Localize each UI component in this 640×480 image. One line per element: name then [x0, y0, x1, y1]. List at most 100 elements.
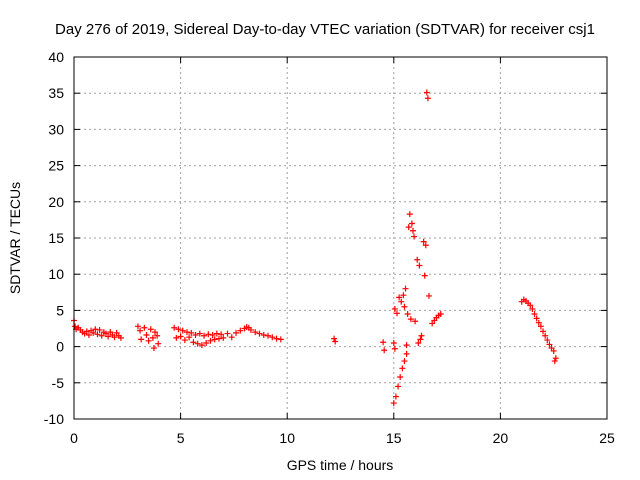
data-point	[134, 323, 141, 330]
data-point	[273, 335, 280, 342]
y-tick-label: 30	[48, 121, 64, 137]
data-point	[401, 358, 408, 365]
data-point	[233, 329, 240, 336]
data-point	[150, 345, 157, 352]
data-point	[90, 329, 97, 336]
x-tick-label: 10	[279, 430, 295, 446]
data-point	[211, 336, 218, 343]
x-tick-label: 15	[386, 430, 402, 446]
data-point	[425, 292, 432, 299]
data-point	[544, 337, 551, 344]
data-point	[94, 331, 101, 338]
data-point	[96, 326, 103, 333]
y-tick-labels: -10 -5 0 5 10 15 20 25 30 35 40	[44, 49, 64, 427]
data-point	[181, 337, 188, 344]
data-point	[83, 328, 90, 335]
data-point	[409, 227, 416, 234]
data-point	[421, 272, 428, 279]
data-point	[171, 324, 178, 331]
data-point	[412, 318, 419, 325]
data-point	[411, 233, 418, 240]
data-point	[395, 383, 402, 390]
data-point	[143, 332, 150, 339]
data-point	[405, 224, 412, 231]
data-point	[196, 330, 203, 337]
y-axis-label: SDTVAR / TECUs	[7, 182, 23, 294]
data-point	[186, 334, 193, 341]
data-point	[396, 294, 403, 301]
data-point	[175, 326, 182, 333]
y-tick-label: 15	[48, 230, 64, 246]
data-point	[408, 220, 415, 227]
data-point	[397, 374, 404, 381]
data-point	[256, 330, 263, 337]
data-point	[546, 341, 553, 348]
data-point	[141, 324, 148, 331]
data-point	[332, 338, 339, 345]
x-tick-labels: 0 5 10 15 20 25	[70, 430, 615, 446]
data-point	[205, 331, 212, 338]
data-point	[252, 329, 259, 336]
data-point	[529, 305, 536, 312]
data-point	[380, 339, 387, 346]
data-point	[527, 302, 534, 309]
data-point	[154, 332, 161, 339]
data-point	[415, 339, 422, 346]
data-point	[220, 334, 227, 341]
data-point	[179, 327, 186, 334]
data-point	[403, 342, 410, 349]
data-point	[265, 332, 272, 339]
data-point	[198, 342, 205, 349]
data-point	[138, 336, 145, 343]
data-point	[437, 311, 444, 318]
data-point	[404, 311, 411, 318]
data-point	[398, 298, 405, 305]
y-tick-label: 20	[48, 194, 64, 210]
x-axis-label: GPS time / hours	[287, 457, 394, 473]
data-point	[423, 89, 430, 96]
data-point	[98, 332, 105, 339]
data-point	[391, 305, 398, 312]
data-point	[237, 327, 244, 334]
data-point	[420, 238, 427, 245]
data-point	[402, 285, 409, 292]
data-point	[400, 292, 407, 299]
data-point	[203, 339, 210, 346]
data-point	[145, 337, 152, 344]
data-point	[188, 329, 195, 336]
y-tick-label: 35	[48, 85, 64, 101]
data-point	[85, 332, 92, 339]
data-point	[277, 336, 284, 343]
data-point	[418, 332, 425, 339]
data-point	[381, 347, 388, 354]
data-point	[173, 334, 180, 341]
data-point	[399, 365, 406, 372]
data-point	[533, 315, 540, 322]
y-tick-label: 5	[56, 302, 64, 318]
data-point	[392, 393, 399, 400]
grid-lines	[74, 57, 607, 419]
data-point	[72, 323, 79, 330]
data-point	[155, 340, 162, 347]
data-point	[247, 326, 254, 333]
data-point	[224, 330, 231, 337]
data-point	[117, 334, 124, 341]
data-point	[190, 339, 197, 346]
chart-title: Day 276 of 2019, Sidereal Day-to-day VTE…	[55, 21, 595, 38]
data-points	[71, 89, 559, 407]
data-point	[424, 95, 431, 102]
data-point	[537, 323, 544, 330]
data-point	[147, 326, 154, 333]
data-point	[269, 334, 276, 341]
data-point	[228, 334, 235, 341]
data-point	[152, 329, 159, 336]
data-point	[391, 345, 398, 352]
data-point	[535, 319, 542, 326]
x-tick-label: 25	[599, 430, 615, 446]
data-point	[406, 211, 413, 218]
data-point	[390, 400, 397, 407]
x-tick-label: 5	[177, 430, 185, 446]
y-tick-label: 10	[48, 266, 64, 282]
data-point	[416, 262, 423, 269]
